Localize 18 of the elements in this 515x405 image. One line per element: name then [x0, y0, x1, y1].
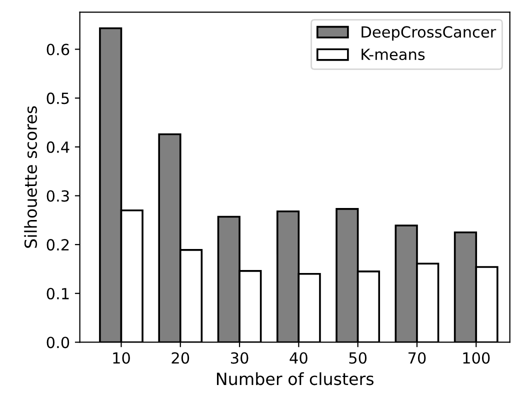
- x-tick-label: 30: [230, 352, 248, 364]
- x-tick-label: 10: [113, 352, 130, 364]
- y-tick-label: 0.1: [46, 288, 69, 300]
- y-tick-label: 0.2: [46, 239, 69, 251]
- legend-label: DeepCrossCancer: [362, 26, 496, 41]
- x-tick-label: 20: [172, 352, 190, 364]
- x-tick-label: 70: [408, 352, 426, 364]
- y-tick-label: 0.5: [46, 92, 69, 104]
- y-tick-label: 0.6: [46, 44, 70, 56]
- x-tick-label: 50: [349, 352, 367, 364]
- y-tick-label: 0.0: [46, 336, 70, 348]
- y-tick-label: 0.3: [46, 190, 69, 202]
- legend-label: K-means: [362, 48, 425, 60]
- y-tick-label: 0.4: [46, 141, 70, 153]
- x-tick-label: 100: [463, 352, 490, 364]
- x-tick-label: 40: [290, 352, 308, 364]
- y-axis-title: Silhouette scores: [24, 106, 38, 248]
- x-axis-title: Number of clusters: [216, 372, 374, 386]
